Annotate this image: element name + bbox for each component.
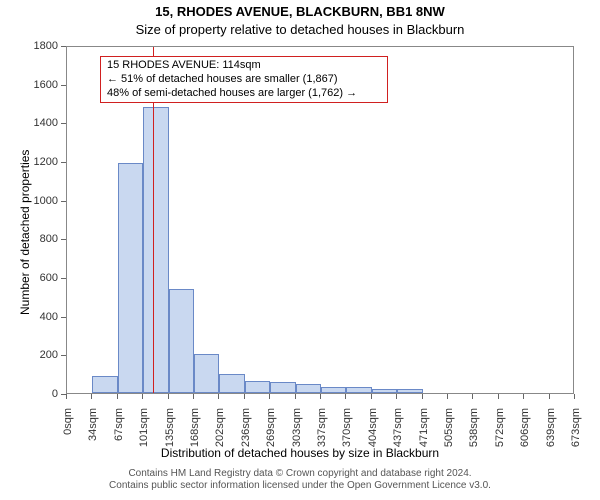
x-tick-label: 168sqm — [189, 408, 201, 458]
x-tick-label: 303sqm — [291, 408, 303, 458]
x-tick-mark — [549, 394, 550, 399]
x-tick-mark — [422, 394, 423, 399]
x-tick-mark — [320, 394, 321, 399]
x-tick-label: 0sqm — [62, 408, 74, 458]
footer-line1: Contains HM Land Registry data © Crown c… — [0, 468, 600, 480]
x-tick-mark — [218, 394, 219, 399]
footer-line2: Contains public sector information licen… — [0, 480, 600, 492]
y-tick-label: 0 — [52, 388, 58, 400]
x-tick-label: 67sqm — [113, 408, 125, 458]
y-tick-mark — [61, 278, 66, 279]
x-tick-label: 236sqm — [240, 408, 252, 458]
x-tick-mark — [168, 394, 169, 399]
x-tick-mark — [193, 394, 194, 399]
histogram-bar — [270, 382, 295, 393]
x-tick-mark — [345, 394, 346, 399]
histogram-bar — [397, 389, 422, 393]
y-tick-label: 200 — [40, 349, 58, 361]
histogram-bar — [143, 107, 168, 393]
y-tick-mark — [61, 123, 66, 124]
annotation-line1: 15 RHODES AVENUE: 114sqm — [107, 59, 381, 73]
footer: Contains HM Land Registry data © Crown c… — [0, 468, 600, 492]
annotation-box: 15 RHODES AVENUE: 114sqm ← 51% of detach… — [100, 56, 388, 103]
y-tick-mark — [61, 239, 66, 240]
annotation-line3: 48% of semi-detached houses are larger (… — [107, 87, 381, 101]
x-tick-label: 572sqm — [494, 408, 506, 458]
histogram-bar — [118, 163, 143, 393]
x-tick-mark — [117, 394, 118, 399]
x-tick-mark — [244, 394, 245, 399]
y-tick-label: 1600 — [34, 79, 58, 91]
x-tick-mark — [498, 394, 499, 399]
x-tick-label: 404sqm — [367, 408, 379, 458]
y-tick-mark — [61, 46, 66, 47]
y-tick-mark — [61, 355, 66, 356]
histogram-bar — [245, 381, 270, 393]
y-axis-title: Number of detached properties — [18, 150, 32, 315]
histogram-bar — [219, 374, 244, 393]
y-tick-mark — [61, 317, 66, 318]
y-tick-label: 1400 — [34, 117, 58, 129]
x-tick-label: 639sqm — [545, 408, 557, 458]
x-tick-label: 337sqm — [316, 408, 328, 458]
x-tick-label: 437sqm — [392, 408, 404, 458]
y-tick-label: 400 — [40, 311, 58, 323]
y-tick-label: 1000 — [34, 195, 58, 207]
x-tick-label: 505sqm — [443, 408, 455, 458]
x-tick-label: 370sqm — [341, 408, 353, 458]
x-tick-label: 673sqm — [570, 408, 582, 458]
x-tick-label: 135sqm — [164, 408, 176, 458]
x-tick-mark — [142, 394, 143, 399]
x-tick-mark — [91, 394, 92, 399]
y-tick-label: 1200 — [34, 156, 58, 168]
x-tick-label: 202sqm — [214, 408, 226, 458]
y-tick-label: 800 — [40, 233, 58, 245]
x-tick-label: 538sqm — [468, 408, 480, 458]
histogram-bar — [372, 389, 397, 393]
histogram-bar — [194, 354, 219, 393]
x-tick-mark — [396, 394, 397, 399]
chart-title-line2: Size of property relative to detached ho… — [0, 22, 600, 37]
x-tick-mark — [523, 394, 524, 399]
y-tick-label: 1800 — [34, 40, 58, 52]
annotation-line2: ← 51% of detached houses are smaller (1,… — [107, 73, 381, 87]
x-tick-mark — [574, 394, 575, 399]
y-tick-mark — [61, 85, 66, 86]
y-tick-mark — [61, 162, 66, 163]
x-tick-label: 101sqm — [138, 408, 150, 458]
histogram-bar — [321, 387, 346, 393]
histogram-bar — [346, 387, 371, 393]
x-tick-label: 269sqm — [265, 408, 277, 458]
x-tick-mark — [472, 394, 473, 399]
x-tick-mark — [295, 394, 296, 399]
x-tick-label: 606sqm — [519, 408, 531, 458]
x-tick-mark — [371, 394, 372, 399]
y-tick-mark — [61, 201, 66, 202]
x-tick-mark — [447, 394, 448, 399]
chart-title-line1: 15, RHODES AVENUE, BLACKBURN, BB1 8NW — [0, 4, 600, 19]
x-tick-mark — [269, 394, 270, 399]
x-tick-label: 471sqm — [418, 408, 430, 458]
histogram-bar — [169, 289, 194, 393]
x-tick-label: 34sqm — [87, 408, 99, 458]
chart-root: 15, RHODES AVENUE, BLACKBURN, BB1 8NW Si… — [0, 0, 600, 500]
histogram-bar — [296, 384, 321, 393]
y-tick-label: 600 — [40, 272, 58, 284]
histogram-bar — [92, 376, 117, 393]
x-tick-mark — [66, 394, 67, 399]
